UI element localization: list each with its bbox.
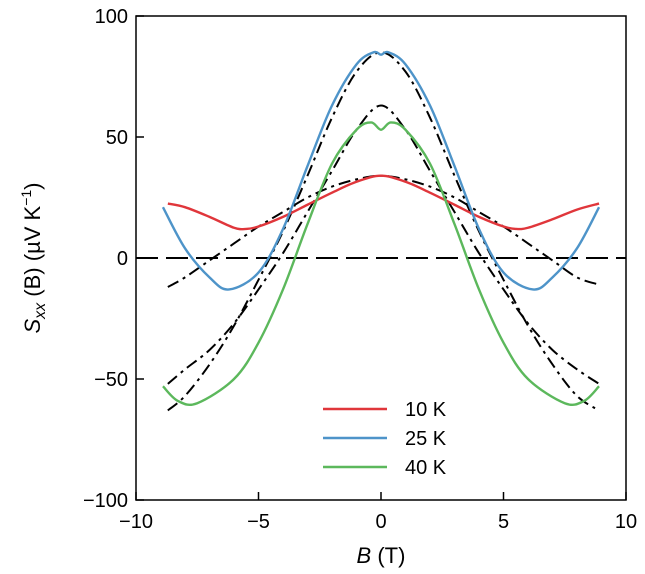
series-dashdot-5: [167, 51, 600, 412]
legend: 10 K 25 K 40 K: [323, 399, 447, 479]
y-axis-label: Sxx (B) (µV K−1): [18, 183, 49, 334]
x-tick-label: 5: [498, 511, 509, 533]
y-axis-label-symbol: S: [20, 319, 45, 334]
series-layer: [136, 50, 626, 412]
y-axis-label-argument: (B) (µV K: [20, 205, 45, 302]
legend-label: 10 K: [405, 399, 447, 421]
legend-item-25-k: 25 K: [323, 428, 447, 450]
series-40-k: [162, 121, 600, 406]
x-axis-label-symbol: B: [357, 543, 372, 568]
y-axis-label-subscript: xx: [32, 302, 49, 320]
y-tick-label: −100: [83, 490, 128, 512]
y-tick-label: 0: [117, 248, 128, 270]
y-tick-label: −50: [94, 369, 128, 391]
y-tick-label: 100: [95, 6, 128, 28]
series-25-k: [161, 50, 601, 291]
series-dashdot-4: [167, 174, 600, 288]
x-tick-label: 10: [615, 511, 637, 533]
y-axis-label-close: ): [20, 183, 45, 190]
legend-label: 25 K: [405, 428, 447, 450]
y-axis-label-superscript: −1: [18, 190, 34, 206]
series-10-k: [167, 174, 600, 231]
x-tick-label: 0: [375, 511, 386, 533]
legend-item-10-k: 10 K: [323, 399, 447, 421]
legend-label: 40 K: [405, 457, 447, 479]
x-tick-label: −5: [247, 511, 270, 533]
series-dashdot-6: [167, 104, 600, 385]
x-tick-label: −10: [119, 511, 153, 533]
legend-item-40-k: 40 K: [323, 457, 447, 479]
x-axis-label: B (T): [357, 543, 406, 568]
y-tick-label: 50: [106, 127, 128, 149]
x-axis-label-unit: (T): [371, 543, 405, 568]
